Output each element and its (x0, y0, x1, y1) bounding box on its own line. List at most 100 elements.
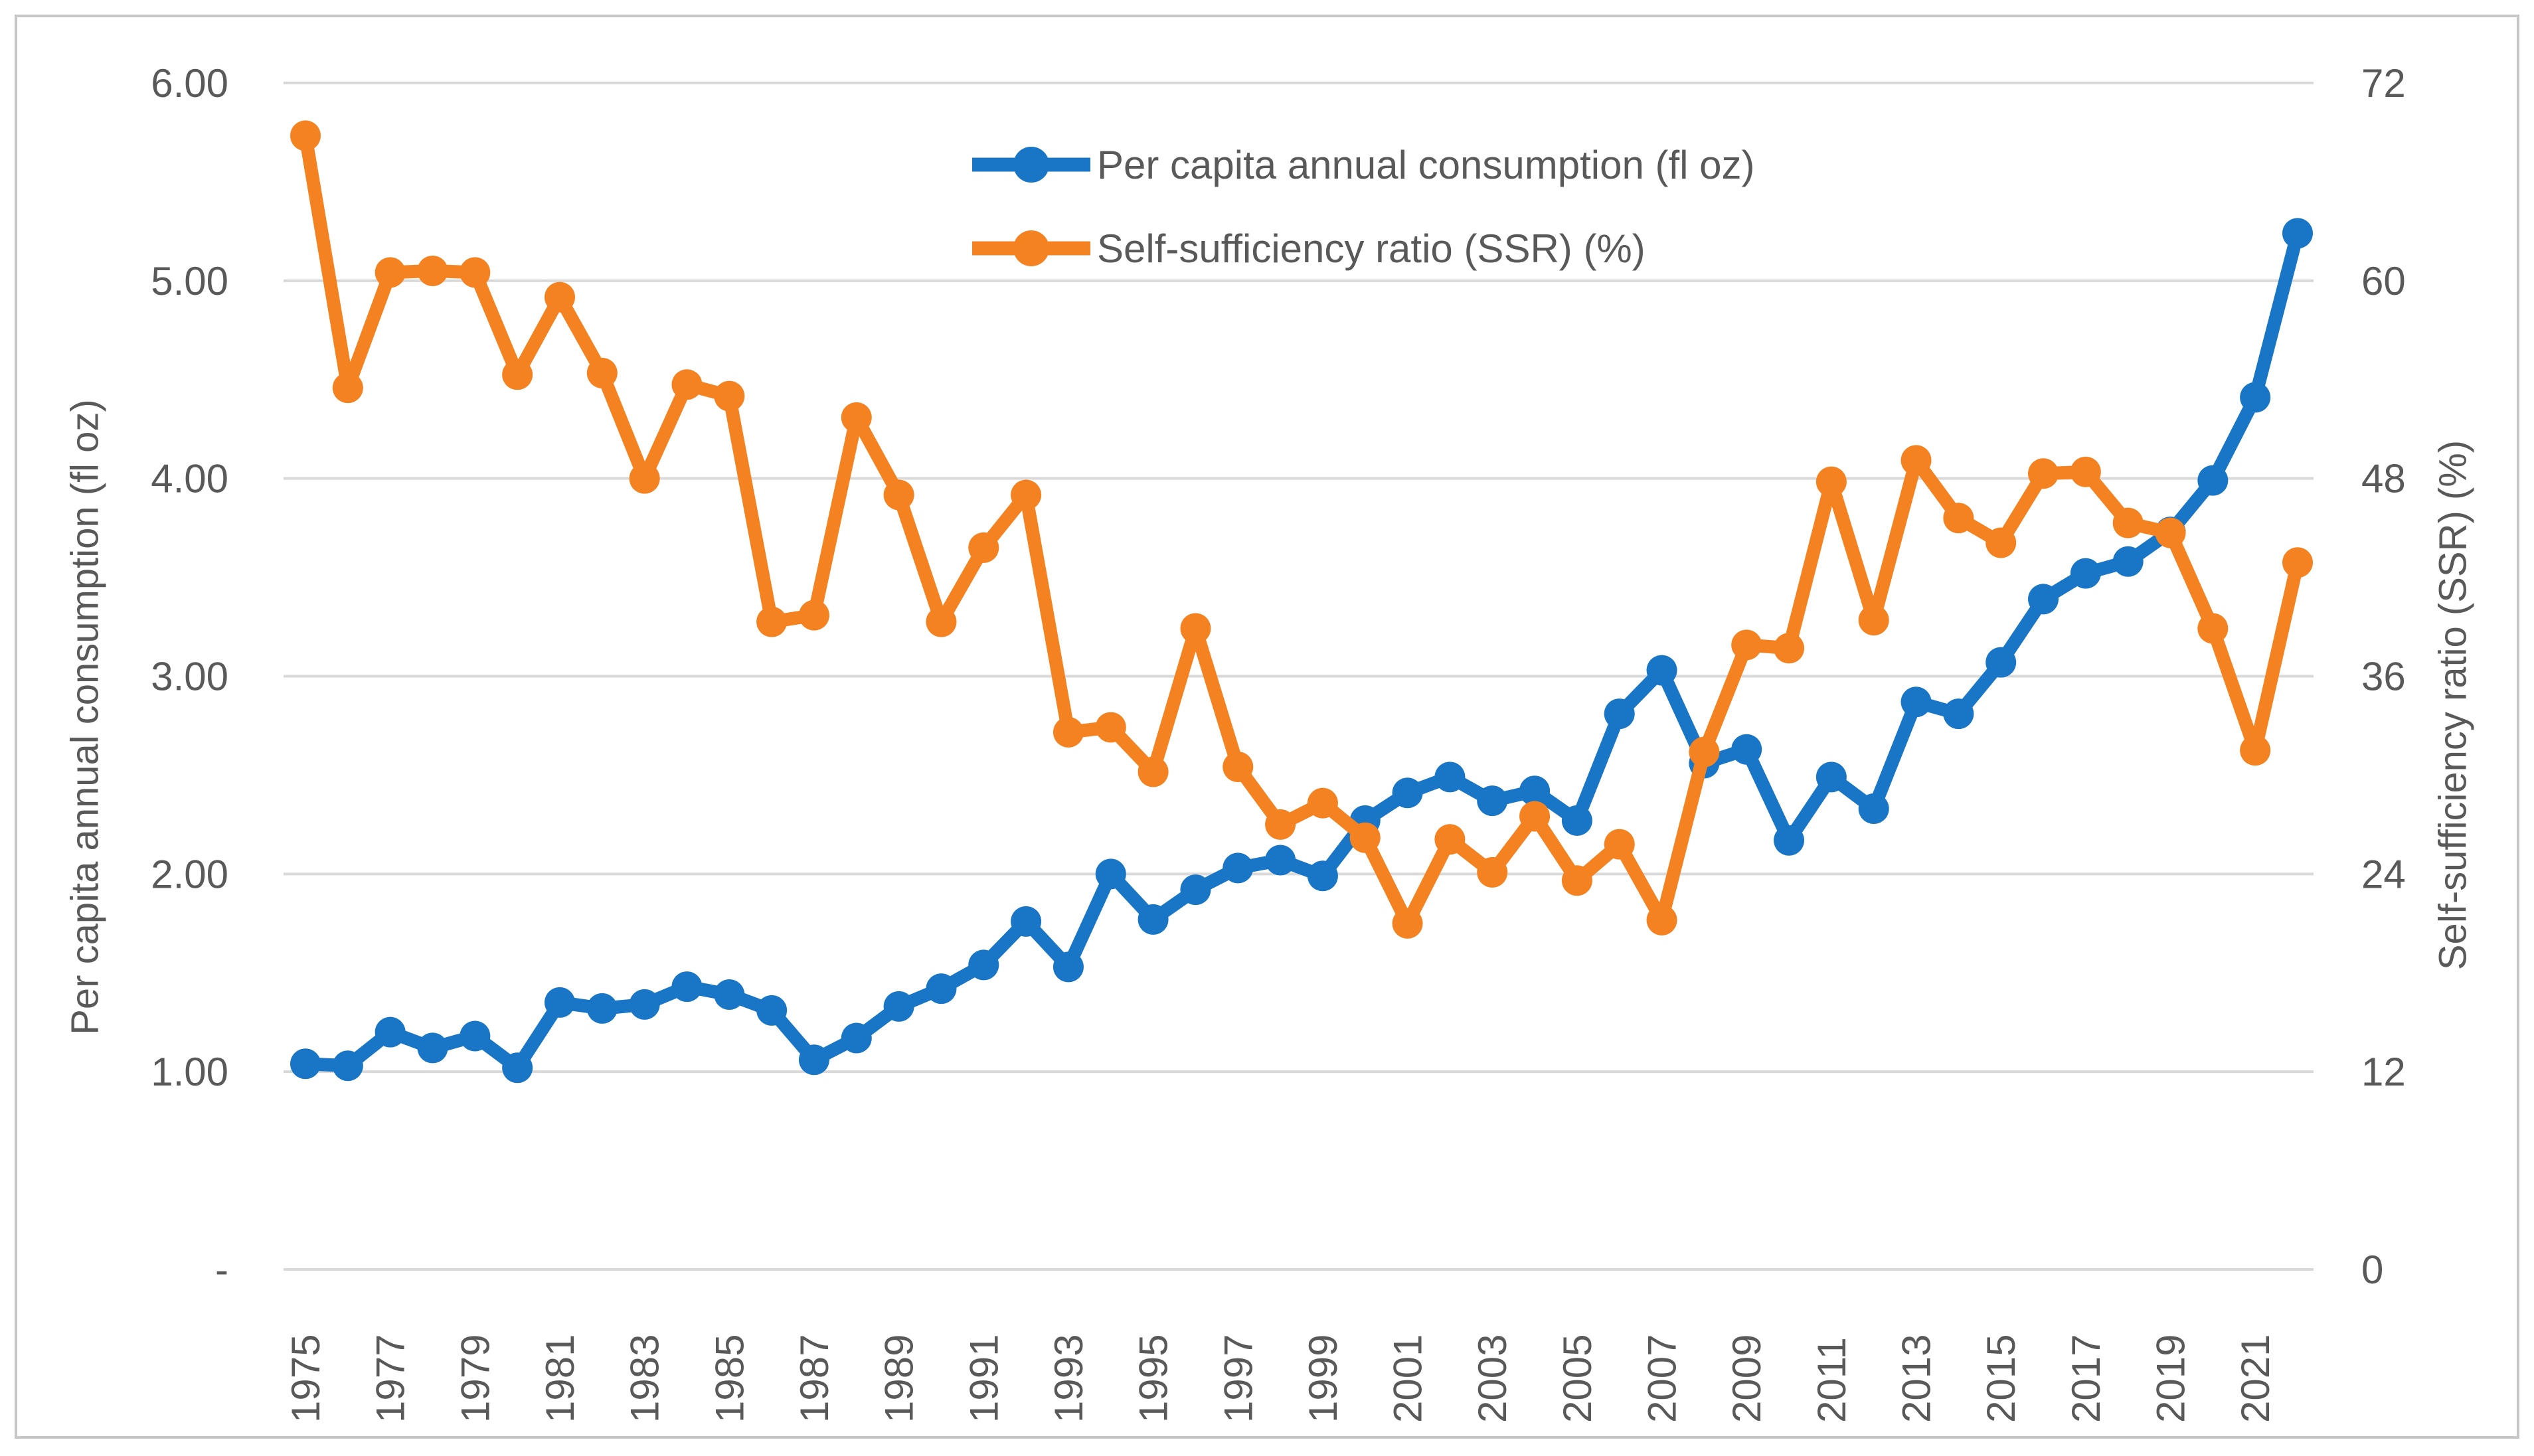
x-axis-year-label: 2011 (1810, 1337, 1854, 1423)
ssr-legend-label: Self-sufficiency ratio (SSR) (%) (1097, 226, 1646, 271)
consumption-marker (2070, 558, 2101, 589)
x-axis-year-label: 2005 (1555, 1335, 1600, 1423)
ssr-marker (586, 357, 618, 388)
consumption-marker (502, 1052, 533, 1084)
consumption-marker (1731, 734, 1762, 765)
ssr-marker (1138, 756, 1169, 787)
consumption-marker (1392, 777, 1423, 809)
ssr-marker (1095, 712, 1126, 743)
ssr-marker (968, 532, 999, 563)
x-axis-year-label: 2003 (1470, 1335, 1515, 1423)
x-axis-year-label: 1991 (962, 1335, 1006, 1423)
x-axis-year-label: 1989 (877, 1335, 922, 1423)
left-axis-tick-label: 2.00 (151, 852, 228, 896)
right-axis-tick-label: 24 (2361, 852, 2406, 896)
ssr-marker (375, 257, 406, 288)
consumption-marker (1434, 762, 1466, 793)
ssr-marker (290, 120, 321, 151)
right-axis-title: Self-sufficiency ratio (SSR) (%) (2431, 440, 2475, 971)
x-axis-year-label: 2013 (1895, 1335, 1939, 1423)
x-axis-year-label: 2015 (1979, 1335, 2023, 1423)
ssr-marker (502, 359, 533, 390)
ssr-marker (2197, 613, 2229, 644)
consumption-marker (332, 1050, 363, 1082)
ssr-marker (1604, 829, 1635, 860)
ssr-marker (1731, 629, 1762, 661)
consumption-marker (798, 1044, 829, 1076)
ssr-marker (1561, 865, 1592, 896)
consumption-marker (586, 993, 618, 1024)
x-axis-year-label: 2019 (2149, 1335, 2193, 1423)
ssr-marker (2028, 458, 2059, 489)
ssr-marker (1434, 824, 1466, 855)
x-axis-year-label: 1981 (538, 1335, 582, 1423)
ssr-marker (1307, 787, 1338, 819)
consumption-marker (883, 991, 914, 1022)
ssr-marker (2155, 517, 2186, 548)
ssr-marker (1816, 466, 1847, 497)
left-axis-tick-label: 1.00 (151, 1050, 228, 1094)
consumption-marker (417, 1032, 448, 1064)
consumption-marker (2112, 546, 2144, 577)
consumption-marker (1053, 951, 1084, 983)
consumption-marker (2028, 584, 2059, 615)
ssr-marker (332, 372, 363, 404)
left-axis-title: Per capita annual consumption (fl oz) (63, 399, 107, 1035)
left-axis-tick-label: - (215, 1248, 228, 1292)
consumption-marker (1985, 647, 2017, 678)
consumption-marker (629, 989, 660, 1020)
x-axis-year-label: 1983 (623, 1335, 667, 1423)
right-axis-tick-label: 0 (2361, 1248, 2383, 1292)
ssr-marker (2070, 456, 2101, 487)
consumption-legend-key-icon (972, 147, 1090, 183)
consumption-marker (926, 973, 957, 1005)
ssr-marker (756, 606, 788, 637)
ssr-marker (671, 369, 703, 400)
x-axis-year-label: 1993 (1047, 1335, 1091, 1423)
consumption-marker (1774, 825, 1805, 856)
ssr-marker (1519, 801, 1551, 832)
ssr-marker (544, 282, 575, 313)
ssr-marker (2112, 507, 2144, 538)
consumption-marker (1095, 858, 1126, 890)
ssr-marker (1985, 527, 2017, 558)
x-axis-year-label: 2007 (1640, 1335, 1685, 1423)
ssr-marker (2282, 547, 2313, 578)
chart-area-border (15, 15, 2519, 1439)
ssr-marker (629, 463, 660, 494)
consumption-marker (1900, 687, 1932, 718)
consumption-marker (1307, 860, 1338, 892)
consumption-marker (1646, 655, 1677, 686)
consumption-marker (1858, 793, 1889, 825)
consumption-marker (460, 1020, 491, 1052)
x-axis-year-label: 1977 (369, 1335, 413, 1423)
right-axis-tick-label: 36 (2361, 655, 2406, 699)
right-axis-tick-label: 60 (2361, 259, 2406, 303)
x-axis-year-label: 1999 (1301, 1335, 1345, 1423)
consumption-marker (1816, 762, 1847, 793)
consumption-marker (841, 1022, 872, 1054)
consumption-marker (714, 979, 745, 1011)
ssr-legend-key-icon (972, 230, 1090, 266)
x-axis-year-label: 1997 (1216, 1335, 1260, 1423)
consumption-marker (1223, 852, 1254, 884)
ssr-marker (1774, 633, 1805, 664)
consumption-marker (2197, 465, 2229, 496)
consumption-marker (1477, 785, 1508, 817)
legend-item-ssr: Self-sufficiency ratio (SSR) (%) (968, 206, 1755, 290)
consumption-marker (968, 949, 999, 981)
consumption-marker (2240, 382, 2271, 413)
consumption-marker (375, 1016, 406, 1048)
consumption-marker (1265, 845, 1296, 876)
ssr-marker (714, 380, 745, 412)
ssr-marker (1943, 503, 1974, 534)
ssr-marker (1265, 809, 1296, 840)
x-axis-year-label: 1987 (792, 1335, 837, 1423)
x-axis-year-label: 1995 (1132, 1335, 1176, 1423)
ssr-marker (926, 606, 957, 637)
x-axis-year-label: 2021 (2233, 1335, 2278, 1423)
legend: Per capita annual consumption (fl oz) Se… (968, 123, 1755, 290)
consumption-marker (671, 971, 703, 1003)
